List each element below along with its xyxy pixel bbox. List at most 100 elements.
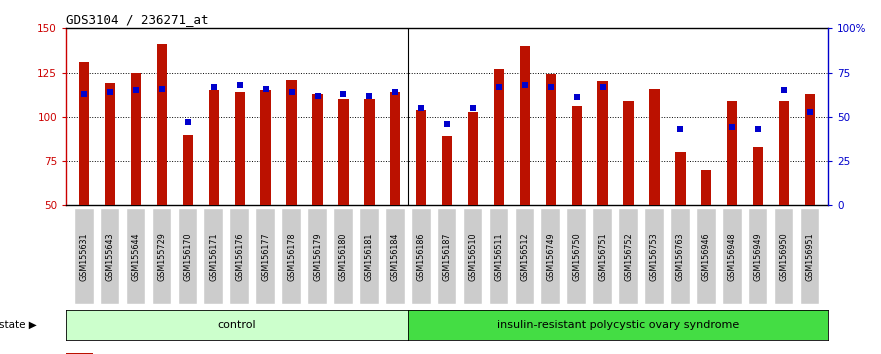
Text: insulin-resistant polycystic ovary syndrome: insulin-resistant polycystic ovary syndr… [497, 320, 739, 330]
Text: GSM156180: GSM156180 [339, 233, 348, 281]
Bar [261, 90, 270, 205]
Bar [697, 210, 715, 304]
Point [414, 105, 428, 111]
Text: GSM156950: GSM156950 [780, 232, 788, 281]
Text: GDS3104 / 236271_at: GDS3104 / 236271_at [66, 13, 209, 26]
Text: GSM156187: GSM156187 [442, 232, 452, 281]
Bar [386, 210, 404, 304]
Point [310, 93, 324, 98]
Text: GSM156510: GSM156510 [469, 232, 478, 281]
Point [129, 87, 143, 93]
Point [596, 84, 610, 90]
Text: GSM156752: GSM156752 [624, 232, 633, 281]
Bar [645, 210, 663, 304]
Text: GSM156177: GSM156177 [261, 232, 270, 281]
Bar [801, 210, 819, 304]
Point [362, 93, 376, 98]
Bar [567, 210, 586, 304]
Text: GSM156511: GSM156511 [494, 232, 503, 281]
Point [492, 84, 506, 90]
Bar [390, 92, 401, 205]
Text: GSM156749: GSM156749 [546, 232, 555, 281]
Text: GSM155643: GSM155643 [106, 232, 115, 281]
Point [466, 105, 480, 111]
Bar [179, 210, 197, 304]
Bar [66, 353, 93, 354]
Point [673, 126, 687, 132]
Text: GSM156753: GSM156753 [650, 232, 659, 281]
Point [78, 91, 92, 97]
Point [803, 109, 817, 114]
Point [259, 86, 273, 91]
Bar [542, 210, 560, 304]
Bar [597, 81, 608, 205]
Bar [105, 83, 115, 205]
Bar [774, 210, 794, 304]
Text: GSM156949: GSM156949 [753, 232, 763, 281]
Text: control: control [218, 320, 256, 330]
Text: GSM156176: GSM156176 [235, 232, 244, 281]
Bar [338, 99, 349, 205]
Point [207, 84, 221, 90]
Text: GSM156184: GSM156184 [391, 233, 400, 281]
Bar [286, 80, 297, 205]
Bar [468, 112, 478, 205]
Text: GSM156178: GSM156178 [287, 232, 296, 281]
Bar [805, 94, 815, 205]
Bar [204, 210, 223, 304]
Point [103, 89, 117, 95]
Bar [490, 210, 508, 304]
Point [544, 84, 558, 90]
Bar [493, 69, 504, 205]
Bar [231, 210, 249, 304]
Point [285, 89, 299, 95]
Bar [753, 147, 763, 205]
Text: GSM156512: GSM156512 [521, 232, 529, 281]
Text: GSM156170: GSM156170 [183, 232, 192, 281]
Bar [152, 210, 171, 304]
Text: GSM156750: GSM156750 [573, 232, 581, 281]
Text: GSM156181: GSM156181 [365, 233, 374, 281]
Point [337, 91, 351, 97]
Bar [416, 110, 426, 205]
Text: GSM156951: GSM156951 [805, 232, 815, 281]
Text: GSM156179: GSM156179 [313, 232, 322, 281]
Text: GSM156186: GSM156186 [417, 233, 426, 281]
Bar [282, 210, 301, 304]
Point [389, 89, 403, 95]
Text: GSM156763: GSM156763 [676, 232, 685, 281]
Bar [624, 101, 633, 205]
Text: GSM156751: GSM156751 [598, 232, 607, 281]
Bar [308, 210, 327, 304]
Bar [593, 210, 612, 304]
Bar [157, 44, 167, 205]
Bar [79, 62, 89, 205]
Text: GSM155729: GSM155729 [158, 232, 167, 281]
Bar [334, 210, 352, 304]
Point [155, 86, 169, 91]
Point [570, 95, 584, 100]
Text: GSM156946: GSM156946 [702, 232, 711, 281]
Bar [671, 210, 690, 304]
Point [777, 87, 791, 93]
Bar [360, 210, 379, 304]
Bar [515, 210, 534, 304]
Bar [779, 101, 789, 205]
Bar [411, 210, 431, 304]
Bar [438, 210, 456, 304]
Point [518, 82, 532, 88]
Bar [313, 94, 322, 205]
Bar [545, 74, 556, 205]
Bar [463, 210, 483, 304]
Point [233, 82, 247, 88]
Text: GSM155631: GSM155631 [79, 232, 89, 281]
Point [440, 121, 454, 127]
Bar [100, 210, 120, 304]
Text: disease state ▶: disease state ▶ [0, 320, 36, 330]
Bar [520, 46, 530, 205]
Bar [727, 101, 737, 205]
Text: GSM155644: GSM155644 [131, 232, 141, 281]
Bar [234, 92, 245, 205]
Bar [127, 210, 145, 304]
Bar [364, 99, 374, 205]
